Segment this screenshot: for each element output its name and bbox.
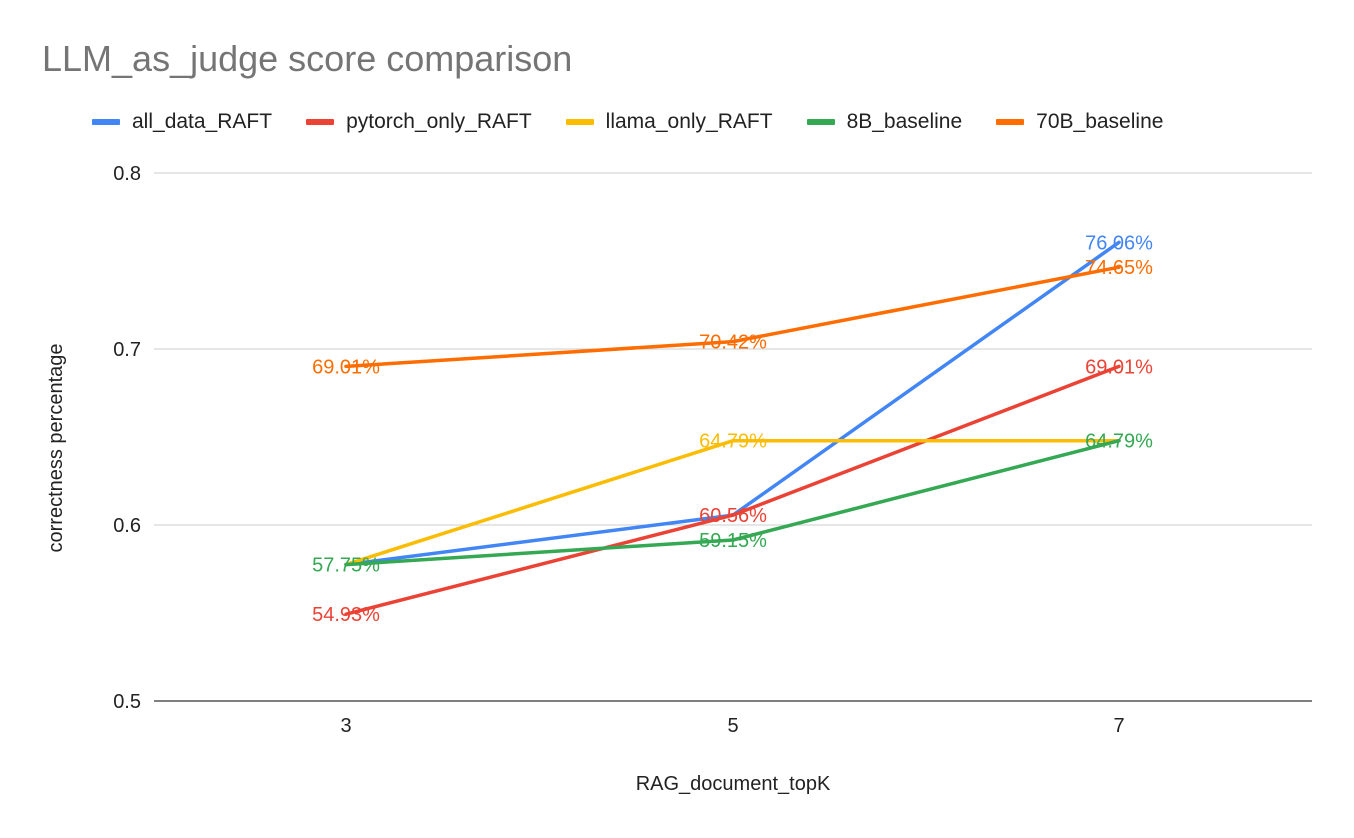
data-label: 64.79% bbox=[1085, 431, 1153, 453]
legend-label: 70B_baseline bbox=[1036, 110, 1164, 133]
data-label: 60.56% bbox=[699, 505, 767, 527]
legend-item-8b-baseline[interactable]: 8B_baseline bbox=[806, 110, 963, 134]
series-line-llama-only-raft bbox=[344, 438, 1121, 567]
series-layer bbox=[344, 240, 1121, 616]
legend-swatch bbox=[806, 119, 835, 125]
legend-label: llama_only_RAFT bbox=[605, 110, 773, 133]
legend: all_data_RAFT pytorch_only_RAFT llama_on… bbox=[92, 108, 1197, 136]
y-axis-title: correctness percentage bbox=[45, 343, 67, 552]
data-label: 69.01% bbox=[312, 356, 380, 378]
y-tick-label: 0.8 bbox=[113, 163, 141, 185]
series-line-70b-baseline bbox=[344, 265, 1121, 369]
x-tick-label: 7 bbox=[1113, 715, 1124, 737]
data-label: 70.42% bbox=[699, 332, 767, 354]
legend-item-llama-only-raft[interactable]: llama_only_RAFT bbox=[565, 110, 773, 134]
y-tick-label: 0.7 bbox=[113, 339, 141, 361]
series-line-pytorch-only-raft bbox=[344, 364, 1121, 616]
data-label: 57.75% bbox=[312, 555, 380, 577]
chart-title: LLM_as_judge score comparison bbox=[42, 38, 573, 79]
series-line-8b-baseline bbox=[344, 438, 1121, 567]
legend-swatch bbox=[92, 119, 120, 125]
data-label: 76.06% bbox=[1085, 232, 1153, 254]
legend-item-all-data-raft[interactable]: all_data_RAFT bbox=[92, 110, 272, 134]
x-tick-label: 3 bbox=[340, 715, 351, 737]
data-label: 54.93% bbox=[312, 604, 380, 626]
grid-layer: 0.5 0.6 0.7 0.8 3 5 7 bbox=[113, 163, 1312, 737]
label-layer: 76.06% 54.93% 60.56% 69.01% 64.79% 57.75% 59.1… bbox=[312, 232, 1153, 626]
legend-swatch bbox=[996, 119, 1025, 125]
x-tick-label: 5 bbox=[727, 715, 738, 737]
legend-label: all_data_RAFT bbox=[132, 110, 273, 133]
data-label: 64.79% bbox=[699, 431, 767, 453]
x-axis-title: RAG_document_topK bbox=[636, 773, 831, 795]
data-label: 69.01% bbox=[1085, 356, 1153, 378]
data-label: 74.65% bbox=[1085, 257, 1153, 279]
data-label: 59.15% bbox=[699, 530, 767, 552]
legend-swatch bbox=[565, 119, 594, 125]
legend-item-70b-baseline[interactable]: 70B_baseline bbox=[996, 110, 1163, 134]
y-tick-label: 0.5 bbox=[113, 691, 141, 713]
y-tick-label: 0.6 bbox=[113, 515, 141, 537]
legend-label: pytorch_only_RAFT bbox=[346, 110, 532, 133]
legend-swatch bbox=[306, 119, 335, 125]
legend-item-pytorch-only-raft[interactable]: pytorch_only_RAFT bbox=[306, 110, 532, 134]
legend-label: 8B_baseline bbox=[846, 110, 963, 133]
